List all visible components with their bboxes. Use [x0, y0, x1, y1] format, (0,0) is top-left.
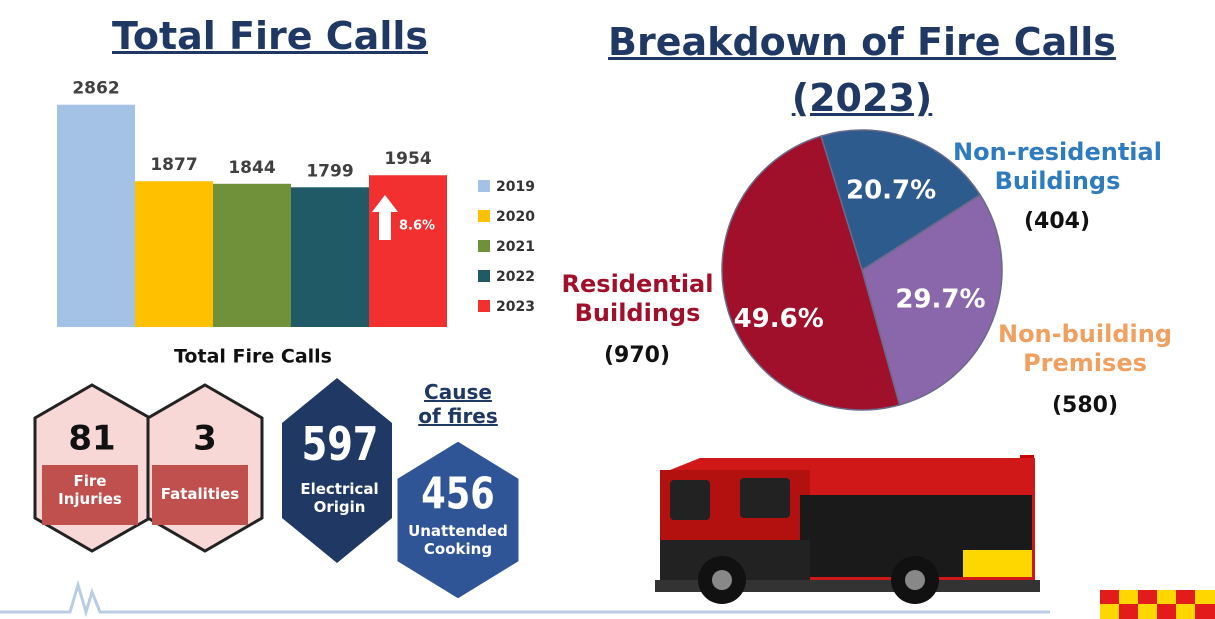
category-label: Non-building Premises — [997, 320, 1172, 377]
annotation: 8.6% — [399, 219, 435, 234]
section-heading: Cause of fires — [418, 380, 498, 428]
stat-value: 3 — [193, 419, 217, 459]
baseline-decoration — [0, 579, 1050, 618]
pie-slice — [861, 193, 1003, 406]
arrow — [372, 195, 398, 240]
legend-label: 2019 — [496, 179, 535, 195]
value-label: 29.7% — [895, 285, 985, 315]
chart-title: Breakdown of Fire Calls (2023) — [608, 20, 1116, 120]
stat-label: Fire Injuries — [58, 472, 122, 508]
chart-title: Total Fire Calls — [112, 14, 428, 58]
value-label: 20.7% — [846, 176, 936, 206]
category-label: Residential Buildings — [561, 270, 714, 327]
value-label: 1877 — [150, 155, 197, 175]
x-axis-label: Total Fire Calls — [174, 346, 332, 368]
stat-value: 597 — [302, 417, 379, 471]
pie-slice — [820, 129, 982, 272]
label-box — [152, 465, 248, 525]
bar — [135, 181, 213, 327]
hexagon — [282, 378, 392, 563]
checker — [1100, 590, 1215, 619]
value-label: 1799 — [306, 161, 353, 181]
legend-swatch — [478, 300, 490, 312]
legend-label: 2020 — [496, 209, 535, 225]
category-label: Non-residential Buildings — [953, 138, 1162, 195]
stat-label: Electrical Origin — [300, 480, 379, 516]
stat-label: Fatalities — [160, 485, 240, 503]
legend-label: 2022 — [496, 269, 535, 285]
bar — [213, 183, 291, 327]
hexagon — [394, 438, 522, 602]
value-label: 49.6% — [734, 304, 824, 334]
fire-truck — [655, 455, 1040, 604]
stat-value: 456 — [421, 469, 494, 520]
count-label: (970) — [604, 343, 670, 368]
stat-label: Unattended Cooking — [408, 522, 508, 558]
legend-swatch — [478, 240, 490, 252]
value-label: 1954 — [384, 149, 431, 169]
legend-label: 2023 — [496, 299, 535, 315]
value-label: 1844 — [228, 158, 275, 178]
legend-swatch — [478, 180, 490, 192]
label-box — [42, 465, 138, 525]
count-label: (404) — [1024, 209, 1090, 234]
legend-label: 2021 — [496, 239, 535, 255]
stat-value: 81 — [68, 419, 115, 459]
pie-slice — [721, 135, 901, 411]
value-label: 2862 — [72, 79, 119, 99]
bar — [57, 104, 135, 327]
bar — [369, 175, 447, 327]
count-label: (580) — [1052, 393, 1118, 418]
bar — [291, 187, 369, 327]
legend-swatch — [478, 210, 490, 222]
legend-swatch — [478, 270, 490, 282]
